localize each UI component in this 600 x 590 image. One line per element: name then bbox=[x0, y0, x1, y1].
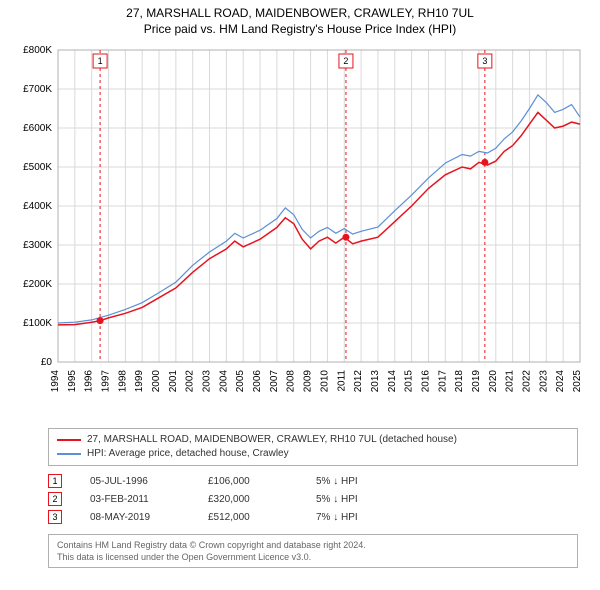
svg-text:1995: 1995 bbox=[67, 370, 78, 393]
svg-text:1999: 1999 bbox=[134, 370, 145, 393]
title-main: 27, MARSHALL ROAD, MAIDENBOWER, CRAWLEY,… bbox=[0, 6, 600, 20]
legend-swatch bbox=[57, 439, 81, 441]
svg-text:£500K: £500K bbox=[23, 162, 52, 173]
svg-text:2013: 2013 bbox=[370, 370, 381, 393]
svg-text:£100K: £100K bbox=[23, 318, 52, 329]
svg-text:2: 2 bbox=[343, 56, 348, 66]
footer: Contains HM Land Registry data © Crown c… bbox=[48, 534, 578, 568]
marker-row: 1 05-JUL-1996 £106,000 5% ↓ HPI bbox=[48, 472, 578, 490]
footer-line1: Contains HM Land Registry data © Crown c… bbox=[57, 539, 569, 551]
marker-price: £512,000 bbox=[208, 512, 288, 523]
marker-badge: 3 bbox=[48, 510, 62, 524]
svg-text:2004: 2004 bbox=[218, 370, 229, 393]
svg-text:2011: 2011 bbox=[336, 370, 347, 392]
svg-text:1998: 1998 bbox=[117, 370, 128, 393]
svg-text:£700K: £700K bbox=[23, 84, 52, 95]
marker-delta: 7% ↓ HPI bbox=[316, 512, 396, 523]
svg-text:2001: 2001 bbox=[168, 370, 179, 393]
svg-text:2002: 2002 bbox=[185, 370, 196, 393]
svg-text:£800K: £800K bbox=[23, 45, 52, 56]
svg-text:2020: 2020 bbox=[488, 370, 499, 393]
svg-text:2006: 2006 bbox=[252, 370, 263, 393]
svg-text:2021: 2021 bbox=[505, 370, 516, 393]
svg-text:2019: 2019 bbox=[471, 370, 482, 393]
price-chart: £0 £100K £200K £300K £400K £500K £600K £700K £80… bbox=[10, 42, 590, 422]
legend: 27, MARSHALL ROAD, MAIDENBOWER, CRAWLEY,… bbox=[48, 428, 578, 466]
svg-text:2000: 2000 bbox=[151, 370, 162, 393]
svg-text:£200K: £200K bbox=[23, 279, 52, 290]
footer-line2: This data is licensed under the Open Gov… bbox=[57, 551, 569, 563]
title-sub: Price paid vs. HM Land Registry's House … bbox=[0, 22, 600, 36]
marker-badge: 2 bbox=[48, 492, 62, 506]
marker-row: 2 03-FEB-2011 £320,000 5% ↓ HPI bbox=[48, 490, 578, 508]
svg-text:1997: 1997 bbox=[101, 370, 112, 393]
svg-text:2014: 2014 bbox=[387, 370, 398, 393]
svg-text:£400K: £400K bbox=[23, 201, 52, 212]
svg-text:2007: 2007 bbox=[269, 370, 280, 393]
svg-text:2008: 2008 bbox=[286, 370, 297, 393]
marker-date: 03-FEB-2011 bbox=[90, 494, 180, 505]
svg-text:2025: 2025 bbox=[572, 370, 583, 393]
legend-item: 27, MARSHALL ROAD, MAIDENBOWER, CRAWLEY,… bbox=[57, 433, 569, 447]
marker-row: 3 08-MAY-2019 £512,000 7% ↓ HPI bbox=[48, 508, 578, 526]
markers-table: 1 05-JUL-1996 £106,000 5% ↓ HPI 2 03-FEB-2011… bbox=[48, 472, 578, 526]
marker-delta: 5% ↓ HPI bbox=[316, 494, 396, 505]
svg-text:2003: 2003 bbox=[202, 370, 213, 393]
svg-text:2015: 2015 bbox=[404, 370, 415, 393]
svg-text:3: 3 bbox=[482, 56, 487, 66]
marker-price: £106,000 bbox=[208, 476, 288, 487]
svg-text:1994: 1994 bbox=[50, 370, 61, 393]
svg-text:2016: 2016 bbox=[420, 370, 431, 393]
svg-text:£600K: £600K bbox=[23, 123, 52, 134]
legend-swatch bbox=[57, 453, 81, 455]
svg-text:2018: 2018 bbox=[454, 370, 465, 393]
svg-text:£0: £0 bbox=[41, 357, 53, 368]
svg-text:2024: 2024 bbox=[555, 370, 566, 393]
legend-item: HPI: Average price, detached house, Craw… bbox=[57, 447, 569, 461]
svg-text:2022: 2022 bbox=[521, 370, 532, 393]
svg-text:1996: 1996 bbox=[84, 370, 95, 393]
marker-date: 08-MAY-2019 bbox=[90, 512, 180, 523]
marker-price: £320,000 bbox=[208, 494, 288, 505]
marker-delta: 5% ↓ HPI bbox=[316, 476, 396, 487]
chart-container: £0 £100K £200K £300K £400K £500K £600K £700K £80… bbox=[10, 42, 590, 422]
svg-text:2023: 2023 bbox=[538, 370, 549, 393]
svg-text:2009: 2009 bbox=[303, 370, 314, 393]
svg-text:2010: 2010 bbox=[319, 370, 330, 393]
legend-label: 27, MARSHALL ROAD, MAIDENBOWER, CRAWLEY,… bbox=[87, 433, 457, 447]
chart-titles: 27, MARSHALL ROAD, MAIDENBOWER, CRAWLEY,… bbox=[0, 0, 600, 38]
svg-text:2012: 2012 bbox=[353, 370, 364, 393]
svg-text:2005: 2005 bbox=[235, 370, 246, 393]
svg-text:1: 1 bbox=[98, 56, 103, 66]
marker-badge: 1 bbox=[48, 474, 62, 488]
marker-date: 05-JUL-1996 bbox=[90, 476, 180, 487]
svg-text:£300K: £300K bbox=[23, 240, 52, 251]
legend-label: HPI: Average price, detached house, Craw… bbox=[87, 447, 289, 461]
svg-text:2017: 2017 bbox=[437, 370, 448, 393]
